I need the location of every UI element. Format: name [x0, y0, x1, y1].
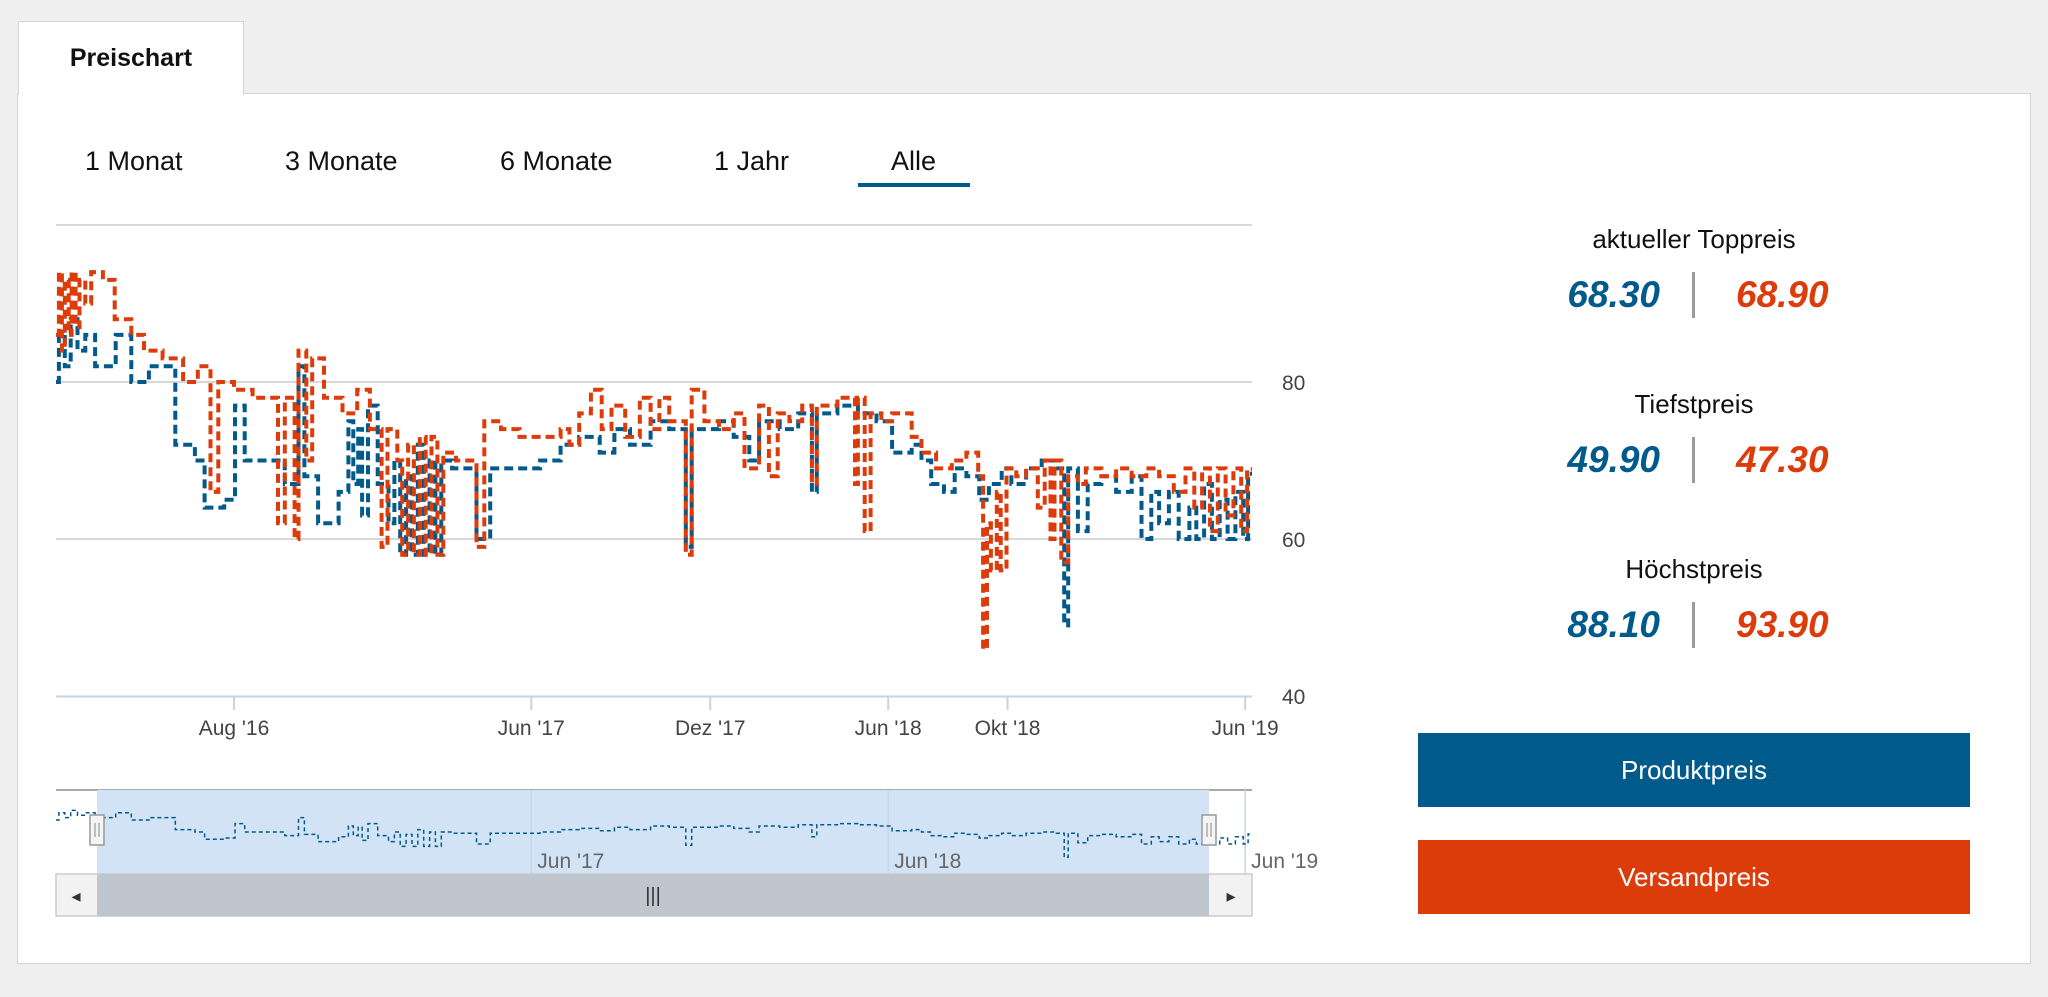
range-all[interactable]: Alle — [891, 146, 937, 176]
y-tick-label: 60 — [1282, 529, 1305, 552]
stat-top-product: 68.30 — [1567, 274, 1660, 315]
series-line-produktpreis — [56, 317, 1252, 628]
navigator-tick-label: Jun '18 — [894, 850, 961, 873]
scroll-right-arrow[interactable]: ▸ — [1226, 886, 1235, 907]
x-tick-label: Aug '16 — [199, 717, 270, 740]
scrollbar-thumb[interactable] — [97, 874, 1209, 916]
stat-separator — [1692, 602, 1695, 648]
range-3-months[interactable]: 3 Monate — [285, 146, 398, 176]
navigator-selection — [97, 790, 1209, 874]
stat-low-label: Tiefstpreis — [1634, 389, 1754, 419]
stat-low-product: 49.90 — [1567, 439, 1660, 480]
y-tick-label: 40 — [1282, 686, 1305, 709]
navigator-series-line — [56, 809, 1252, 858]
stat-high-product: 88.10 — [1567, 604, 1660, 645]
range-6-months[interactable]: 6 Monate — [500, 146, 613, 176]
range-1-year[interactable]: 1 Jahr — [714, 146, 790, 176]
stat-top-label: aktueller Toppreis — [1592, 224, 1796, 254]
range-1-month[interactable]: 1 Monat — [85, 146, 183, 176]
active-range-indicator — [858, 183, 970, 187]
x-tick-label: Jun '18 — [855, 717, 922, 740]
stat-low-shipping: 47.30 — [1736, 439, 1829, 480]
chart-series — [56, 270, 1252, 651]
y-tick-label: 80 — [1282, 372, 1305, 395]
stat-separator — [1692, 437, 1695, 483]
navigator-right-handle[interactable] — [1201, 814, 1217, 846]
y-axis-ticks: 40 60 80 — [1282, 372, 1305, 709]
scrollbar-grip: ||| — [645, 885, 661, 907]
stat-top-shipping: 68.90 — [1736, 274, 1829, 315]
series-line-versandpreis — [56, 270, 1252, 651]
stat-separator — [1692, 272, 1695, 318]
scroll-left-arrow[interactable]: ◂ — [71, 886, 80, 907]
handle-body — [89, 814, 105, 846]
x-tick-label: Jun '17 — [498, 717, 565, 740]
stat-high-shipping: 93.90 — [1736, 604, 1829, 645]
x-tick-label: Okt '18 — [975, 717, 1041, 740]
stat-high-label: Höchstpreis — [1625, 554, 1763, 584]
x-tick-label: Dez '17 — [675, 717, 746, 740]
navigator-left-handle[interactable] — [89, 814, 105, 846]
navigator-tick-label: Jun '19 — [1251, 850, 1318, 873]
tab-preischart[interactable]: Preischart — [18, 21, 244, 95]
product-price-button[interactable]: Produktpreis — [1418, 733, 1970, 807]
x-tick-label: Jun '19 — [1212, 717, 1279, 740]
navigator: Jun '17 Jun '18 Jun '19 ||| ◂ ▸ — [55, 789, 1318, 917]
shipping-price-button[interactable]: Versandpreis — [1418, 840, 1970, 914]
x-axis: Aug '16 Jun '17 Dez '17 Jun '18 Okt '18 Jun '… — [56, 695, 1279, 740]
navigator-tick-label: Jun '17 — [537, 850, 604, 873]
handle-body — [1201, 814, 1217, 846]
